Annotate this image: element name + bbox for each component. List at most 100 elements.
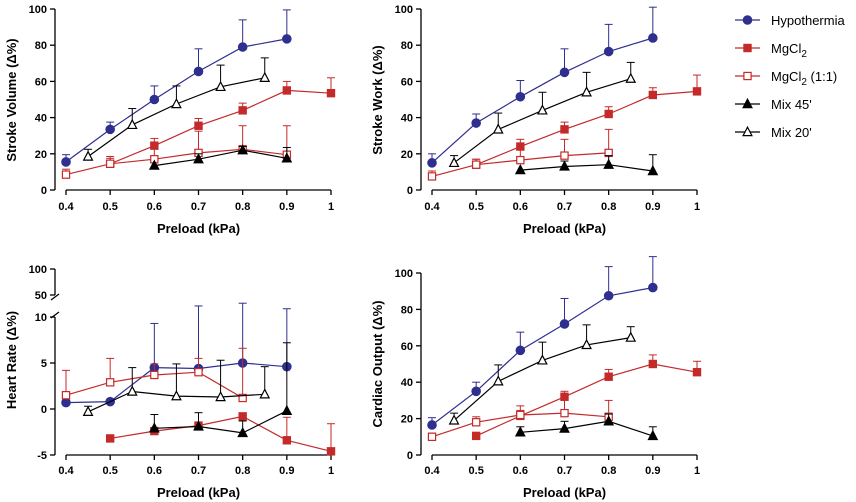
x-tick-label: 0.7	[191, 465, 206, 477]
legend-item-mix-20: Mix 20'	[735, 125, 812, 140]
y-tick-label: 0	[41, 185, 47, 197]
y-tick-label: 40	[401, 377, 413, 389]
y-tick-label: 20	[401, 149, 413, 161]
x-axis-label: Preload (kPa)	[157, 221, 240, 236]
data-point	[237, 42, 248, 52]
panel-stroke-volume: 0 20 40 60 80 100 0.4 0.5 0.6 0.7 0.8 0.9 1 Preload (…	[4, 4, 336, 236]
data-point	[560, 125, 569, 134]
y-tick-label: 80	[401, 40, 413, 52]
series-mgcl2	[105, 412, 336, 456]
x-tick-label: 0.5	[469, 465, 484, 477]
y-tick-label: 40	[401, 113, 413, 125]
y-tick-label: 60	[401, 76, 413, 88]
series-line	[475, 363, 698, 437]
series-line	[154, 149, 287, 167]
panel-stroke-work: 0 20 40 60 80 100 0.4 0.5 0.6 0.7 0.8 0.9 1 Preload (…	[370, 4, 702, 236]
data-point	[61, 391, 71, 400]
data-point	[692, 87, 702, 96]
data-point	[604, 109, 613, 119]
data-point	[238, 412, 247, 421]
data-point	[105, 124, 115, 135]
x-tick-label: 0.4	[424, 465, 440, 477]
legend-marker	[742, 15, 753, 25]
series-mix-45	[514, 413, 659, 441]
data-point	[625, 72, 637, 83]
series-line	[431, 287, 653, 426]
data-point	[326, 88, 336, 98]
x-tick-label: 0.9	[279, 201, 294, 213]
x-tick-label: 0.5	[103, 465, 118, 477]
legend-marker	[742, 125, 753, 137]
data-point	[492, 123, 504, 134]
y-axis-label: Stroke Volume (Δ%)	[4, 38, 19, 161]
data-point	[559, 422, 570, 433]
series-mix-20	[82, 57, 271, 161]
x-tick-label: 0.5	[469, 201, 484, 213]
series-mix-20	[448, 324, 637, 425]
series-line	[154, 410, 288, 434]
y-tick-label: 100	[29, 264, 47, 276]
y-tick-label: 50	[35, 290, 47, 302]
data-point	[194, 368, 203, 377]
series-hypothermia	[427, 6, 658, 168]
data-point	[149, 94, 160, 105]
y-tick-label: 100	[395, 268, 413, 280]
data-point	[448, 156, 460, 168]
x-tick-label: 0.7	[191, 201, 206, 213]
x-axis-label: Preload (kPa)	[523, 221, 606, 236]
legend-item-mix-45: Mix 45'	[735, 97, 812, 112]
data-point	[427, 420, 437, 430]
axis-break-mark	[50, 293, 60, 301]
series-mix-45	[148, 144, 293, 170]
x-tick-label: 0.4	[58, 201, 74, 213]
data-point	[237, 426, 249, 438]
data-point	[238, 106, 247, 115]
y-tick-label: 0	[407, 185, 413, 197]
y-tick-label: 0	[407, 450, 413, 462]
data-point	[82, 405, 94, 416]
data-point	[105, 434, 115, 443]
x-tick-label: 0.6	[513, 201, 528, 213]
legend-label: Mix 20'	[771, 125, 812, 140]
y-tick-label: 5	[41, 358, 47, 370]
series-line	[109, 89, 332, 165]
legend-marker	[743, 71, 752, 81]
data-point	[492, 375, 504, 386]
data-point	[61, 170, 71, 179]
data-point	[282, 436, 292, 445]
data-point	[625, 331, 637, 342]
data-point	[647, 429, 659, 441]
legend-label: MgCl2	[771, 41, 807, 60]
data-point	[427, 172, 437, 181]
data-point	[281, 404, 293, 416]
x-tick-label: 0.9	[279, 465, 294, 477]
y-tick-label: 100	[29, 4, 47, 16]
data-point	[514, 426, 526, 437]
series-mix-45	[514, 154, 659, 176]
x-tick-label: 0.7	[557, 201, 572, 213]
x-tick-label: 0.9	[645, 201, 660, 213]
x-tick-label: 0.9	[645, 465, 660, 477]
x-tick-label: 0.4	[58, 465, 74, 477]
data-point	[559, 67, 570, 78]
data-point	[193, 66, 204, 77]
data-point	[516, 410, 525, 420]
legend-label: MgCl2 (1:1)	[771, 69, 837, 88]
data-point	[105, 159, 115, 168]
data-point	[427, 432, 437, 442]
data-point	[471, 418, 481, 427]
data-point	[259, 71, 271, 82]
data-point	[603, 290, 614, 301]
series-mgcl2-1-1	[427, 128, 613, 181]
x-tick-label: 1	[328, 465, 334, 477]
y-tick-label: 20	[35, 149, 47, 161]
data-point	[194, 121, 203, 130]
data-point	[559, 160, 570, 171]
data-point	[471, 386, 481, 397]
legend-item-mgcl2: MgCl2	[735, 41, 807, 60]
data-point	[516, 155, 525, 165]
series-line	[520, 164, 653, 172]
data-point	[648, 282, 658, 293]
legend-item-hypothermia: Hypothermia	[735, 13, 845, 28]
